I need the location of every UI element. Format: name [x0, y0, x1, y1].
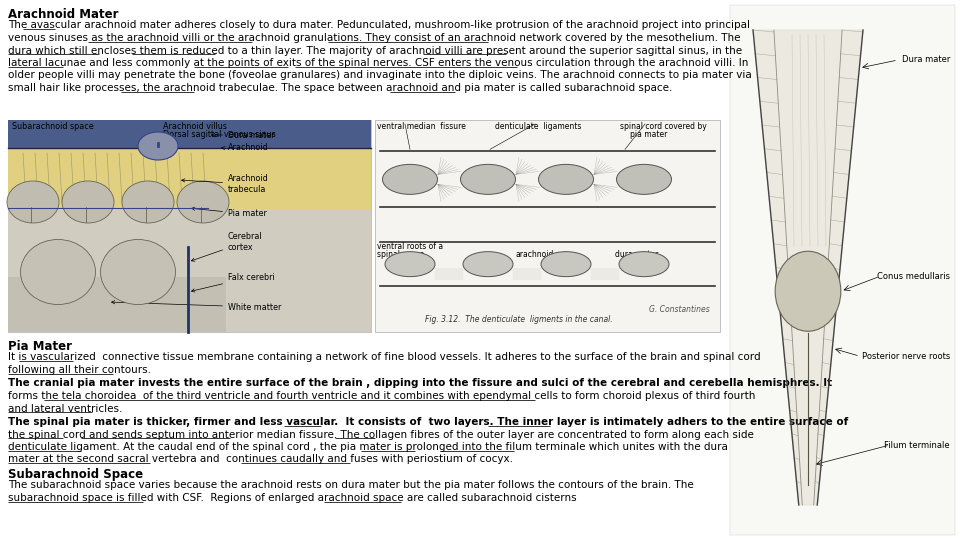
Ellipse shape — [177, 181, 229, 223]
Ellipse shape — [539, 164, 593, 194]
Text: lateral lacunae and less commonly at the points of exits of the spinal nerves. C: lateral lacunae and less commonly at the… — [8, 58, 749, 68]
Text: ventral median  fissure: ventral median fissure — [377, 122, 466, 131]
Text: Falx cerebri: Falx cerebri — [191, 273, 275, 292]
Ellipse shape — [20, 240, 95, 305]
Ellipse shape — [541, 252, 591, 276]
Text: The subarachnoid space varies because the arachnoid rests on dura mater but the : The subarachnoid space varies because th… — [8, 481, 694, 490]
FancyBboxPatch shape — [8, 210, 371, 332]
Text: The cranial pia mater invests the entire surface of the brain , dipping into the: The cranial pia mater invests the entire… — [8, 379, 832, 388]
Text: The avascular arachnoid mater adheres closely to dura mater. Pedunculated, mushr: The avascular arachnoid mater adheres cl… — [8, 21, 750, 30]
Text: Dura mater: Dura mater — [901, 56, 950, 64]
Text: Conus medullaris: Conus medullaris — [877, 272, 950, 281]
FancyBboxPatch shape — [8, 120, 371, 148]
Text: Arachnoid villus: Arachnoid villus — [163, 122, 227, 131]
Text: Subarachnoid Space: Subarachnoid Space — [8, 468, 143, 481]
Text: mater at the second sacral vertebra and  continues caudally and fuses with perio: mater at the second sacral vertebra and … — [8, 455, 513, 464]
Ellipse shape — [101, 240, 176, 305]
Text: spinal cord covered by: spinal cord covered by — [620, 122, 707, 131]
Text: Pia Mater: Pia Mater — [8, 340, 72, 353]
Text: Cerebral
cortex: Cerebral cortex — [191, 232, 263, 261]
Text: older people villi may penetrate the bone (foveolae granulares) and invaginate i: older people villi may penetrate the bon… — [8, 71, 752, 80]
Ellipse shape — [122, 181, 174, 223]
Text: small hair like processes, the arachnoid trabeculae. The space between arachnoid: small hair like processes, the arachnoid… — [8, 83, 672, 93]
Text: subarachnoid space is filled with CSF.  Regions of enlarged arachnoid space are : subarachnoid space is filled with CSF. R… — [8, 493, 577, 503]
Text: Subarachnoid space: Subarachnoid space — [12, 122, 94, 131]
Text: It is vascularized  connective tissue membrane containing a network of fine bloo: It is vascularized connective tissue mem… — [8, 353, 760, 362]
Ellipse shape — [463, 252, 513, 276]
Ellipse shape — [382, 164, 438, 194]
Ellipse shape — [385, 252, 435, 276]
Text: White matter: White matter — [111, 301, 281, 312]
Text: Dura mater: Dura mater — [211, 131, 275, 139]
Text: Fig. 3.12.  The denticulate  ligments in the canal.: Fig. 3.12. The denticulate ligments in t… — [425, 315, 612, 324]
Text: spinal nerve: spinal nerve — [377, 250, 424, 259]
FancyBboxPatch shape — [375, 120, 720, 332]
Ellipse shape — [461, 164, 516, 194]
Text: denticulate  ligaments: denticulate ligaments — [495, 122, 582, 131]
Text: venous sinuses as the arachnoid villi or the arachnoid granulations. They consis: venous sinuses as the arachnoid villi or… — [8, 33, 740, 43]
FancyBboxPatch shape — [8, 277, 226, 332]
Text: pia mater: pia mater — [630, 130, 667, 139]
Text: The spinal pia mater is thicker, firmer and less vascular.  It consists of  two : The spinal pia mater is thicker, firmer … — [8, 417, 849, 427]
Text: Pia mater: Pia mater — [192, 207, 267, 219]
FancyBboxPatch shape — [8, 120, 371, 332]
Text: Arachnoid Mater: Arachnoid Mater — [8, 8, 118, 21]
Ellipse shape — [138, 132, 178, 160]
Ellipse shape — [616, 164, 671, 194]
Ellipse shape — [775, 251, 841, 331]
Text: denticulate ligament. At the caudal end of the spinal cord , the pia mater is pr: denticulate ligament. At the caudal end … — [8, 442, 728, 452]
Polygon shape — [753, 30, 863, 505]
FancyBboxPatch shape — [8, 148, 371, 210]
Ellipse shape — [62, 181, 114, 223]
Ellipse shape — [619, 252, 669, 276]
Text: dura mater: dura mater — [615, 250, 659, 259]
FancyBboxPatch shape — [730, 5, 955, 535]
Ellipse shape — [7, 181, 59, 223]
Text: Posterior nerve roots: Posterior nerve roots — [862, 352, 950, 361]
Text: arachnoid: arachnoid — [515, 250, 553, 259]
Text: and lateral ventricles.: and lateral ventricles. — [8, 403, 122, 414]
Text: Dorsal sagittal venous sinus: Dorsal sagittal venous sinus — [163, 130, 276, 139]
Text: Arachnoid
trabecula: Arachnoid trabecula — [181, 174, 269, 194]
Text: following all their contours.: following all their contours. — [8, 365, 151, 375]
Text: G. Constantines: G. Constantines — [649, 305, 710, 314]
Text: the spinal cord and sends septum into anterior median fissure. The collagen fibr: the spinal cord and sends septum into an… — [8, 429, 754, 440]
Text: Arachnoid: Arachnoid — [222, 144, 269, 152]
Text: Filum terminale: Filum terminale — [884, 441, 950, 449]
Text: ventral roots of a: ventral roots of a — [377, 242, 444, 251]
Text: forms the tela choroidea  of the third ventricle and fourth ventricle and it com: forms the tela choroidea of the third ve… — [8, 391, 756, 401]
Text: dura which still encloses them is reduced to a thin layer. The majority of arach: dura which still encloses them is reduce… — [8, 45, 742, 56]
